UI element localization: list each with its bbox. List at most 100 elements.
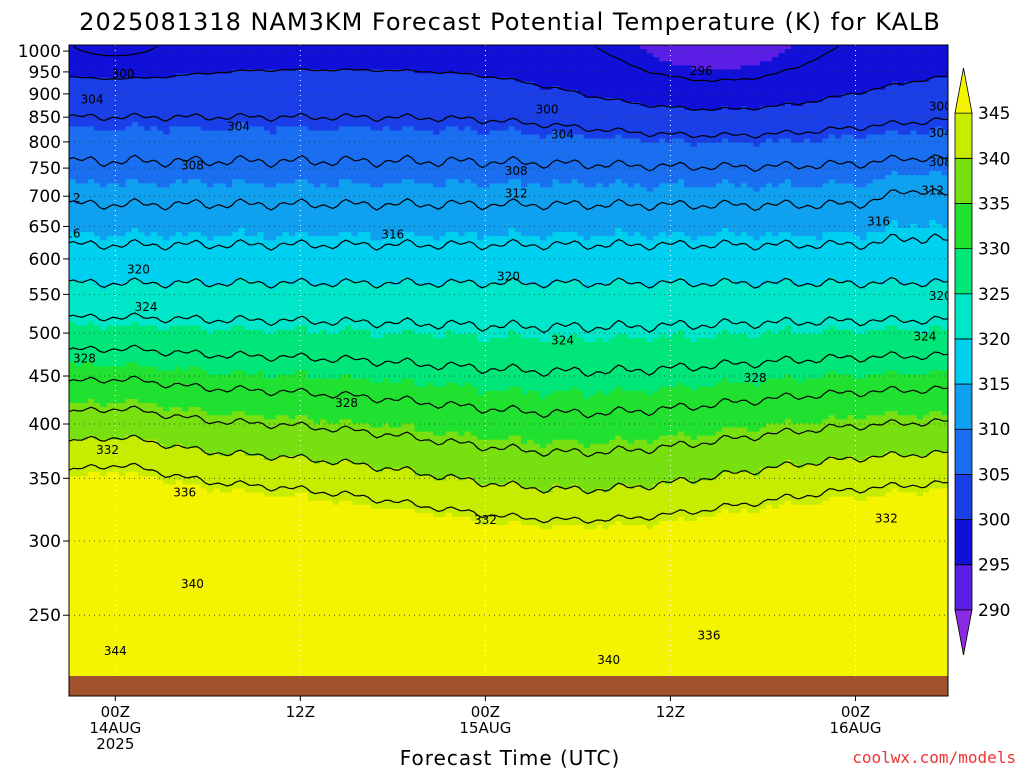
color-cell <box>596 81 604 87</box>
color-cell <box>853 138 861 144</box>
color-cell <box>338 162 346 168</box>
color-cell <box>395 65 403 71</box>
color-cell <box>916 89 924 95</box>
color-cell <box>690 101 698 107</box>
color-cell <box>608 69 616 75</box>
color-cell <box>521 97 528 103</box>
color-cell <box>200 97 208 103</box>
color-cell <box>847 45 855 50</box>
color-cell <box>238 61 246 66</box>
color-cell <box>125 57 133 62</box>
color-cell <box>608 183 616 189</box>
color-cell <box>163 130 171 136</box>
color-cell <box>659 89 667 95</box>
color-cell <box>558 49 566 54</box>
color-cell <box>552 150 560 156</box>
color-cell <box>809 114 817 119</box>
color-cell <box>439 183 447 189</box>
color-cell <box>916 106 924 111</box>
color-cell <box>470 45 478 50</box>
color-cell <box>169 45 177 50</box>
color-cell <box>671 146 679 152</box>
color-cell <box>483 179 491 184</box>
color-cell <box>320 93 328 99</box>
color-cell <box>678 69 685 75</box>
color-cell <box>389 97 397 103</box>
color-cell <box>483 77 491 83</box>
color-cell <box>439 101 447 107</box>
color-cell <box>571 175 579 180</box>
color-cell <box>282 126 290 132</box>
color-cell <box>238 158 246 164</box>
color-cell <box>483 85 491 91</box>
color-cell <box>382 77 390 83</box>
color-cell <box>445 73 453 79</box>
color-cell <box>853 101 861 107</box>
color-cell <box>257 175 265 180</box>
color-cell <box>106 167 114 172</box>
color-cell <box>414 45 422 50</box>
color-cell <box>125 171 133 176</box>
color-cell <box>106 130 114 136</box>
color-cell <box>251 81 258 87</box>
color-cell <box>263 146 271 152</box>
color-cell <box>621 122 629 127</box>
color-cell <box>144 101 152 107</box>
color-cell <box>313 69 321 75</box>
color-cell <box>495 154 503 160</box>
color-cell <box>489 81 497 87</box>
color-cell <box>941 57 948 62</box>
color-cell <box>119 175 127 180</box>
color-cell <box>916 142 924 148</box>
color-cell <box>276 85 284 91</box>
color-cell <box>615 65 623 71</box>
color-cell <box>866 134 874 140</box>
color-cell <box>370 142 378 148</box>
color-cell <box>608 77 616 83</box>
color-cell <box>100 142 108 148</box>
color-cell <box>131 57 139 62</box>
color-cell <box>382 61 390 66</box>
color-cell <box>150 122 158 127</box>
color-cell <box>803 122 811 127</box>
color-cell <box>244 89 252 95</box>
color-cell <box>671 45 679 50</box>
color-cell <box>847 69 855 75</box>
color-cell <box>477 158 484 164</box>
color-cell <box>778 85 786 91</box>
color-cell <box>759 179 767 184</box>
color-cell <box>878 130 886 136</box>
color-cell <box>678 126 685 132</box>
color-cell <box>376 142 384 148</box>
color-cell <box>602 175 610 180</box>
color-cell <box>640 61 648 66</box>
color-cell <box>225 179 233 184</box>
color-cell <box>326 142 334 148</box>
color-cell <box>282 77 290 83</box>
color-cell <box>577 150 585 156</box>
color-cell <box>125 45 133 50</box>
color-cell <box>301 138 309 144</box>
color-cell <box>608 146 616 152</box>
color-cell <box>131 179 139 184</box>
color-cell <box>445 183 453 189</box>
color-cell <box>138 138 145 144</box>
color-cell <box>508 61 516 66</box>
color-cell <box>125 118 133 123</box>
color-cell <box>257 97 265 103</box>
color-cell <box>659 146 667 152</box>
color-cell <box>69 183 76 189</box>
color-cell <box>834 114 842 119</box>
color-cell <box>891 101 899 107</box>
color-cell <box>458 49 466 54</box>
color-cell <box>194 179 202 184</box>
color-cell <box>872 146 880 152</box>
color-cell <box>451 69 459 75</box>
color-cell <box>420 93 428 99</box>
color-cell <box>627 118 635 123</box>
color-cell <box>445 146 453 152</box>
color-cell <box>276 179 284 184</box>
color-cell <box>433 114 441 119</box>
color-cell <box>684 175 692 180</box>
color-cell <box>125 89 133 95</box>
